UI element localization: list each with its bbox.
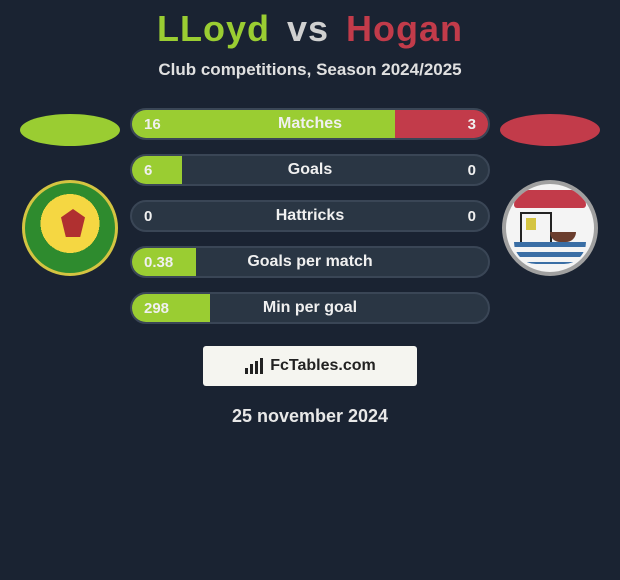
player2-club-badge: [502, 180, 598, 276]
bar-chart-icon: [244, 358, 264, 374]
date-text: 25 november 2024: [0, 406, 620, 427]
comparison-infographic: LLoyd vs Hogan Club competitions, Season…: [0, 0, 620, 427]
title-vs: vs: [287, 8, 329, 49]
stat-label: Goals: [132, 161, 488, 179]
page-title: LLoyd vs Hogan: [0, 8, 620, 50]
stat-bar: 6Goals0: [130, 154, 490, 186]
brand-text: FcTables.com: [270, 357, 376, 375]
player1-club-badge: [22, 180, 118, 276]
left-column: [10, 108, 130, 276]
right-column: [490, 108, 610, 276]
stat-label: Matches: [132, 115, 488, 133]
stat-bar: 16Matches3: [130, 108, 490, 140]
title-player2: Hogan: [346, 8, 463, 49]
subtitle: Club competitions, Season 2024/2025: [0, 60, 620, 80]
stat-bar: 0Hattricks0: [130, 200, 490, 232]
stat-value-player2: 3: [468, 116, 476, 133]
player2-silhouette: [500, 114, 600, 146]
main-row: 16Matches36Goals00Hattricks00.38Goals pe…: [0, 108, 620, 324]
stat-bar: 298Min per goal: [130, 292, 490, 324]
stat-value-player2: 0: [468, 208, 476, 225]
badge-ship-icon: [548, 214, 578, 246]
stat-bar: 0.38Goals per match: [130, 246, 490, 278]
stats-column: 16Matches36Goals00Hattricks00.38Goals pe…: [130, 108, 490, 324]
stat-label: Min per goal: [132, 299, 488, 317]
brand-watermark: FcTables.com: [203, 346, 417, 386]
stat-label: Goals per match: [132, 253, 488, 271]
player1-silhouette: [20, 114, 120, 146]
title-player1: LLoyd: [157, 8, 270, 49]
stat-value-player2: 0: [468, 162, 476, 179]
stat-label: Hattricks: [132, 207, 488, 225]
